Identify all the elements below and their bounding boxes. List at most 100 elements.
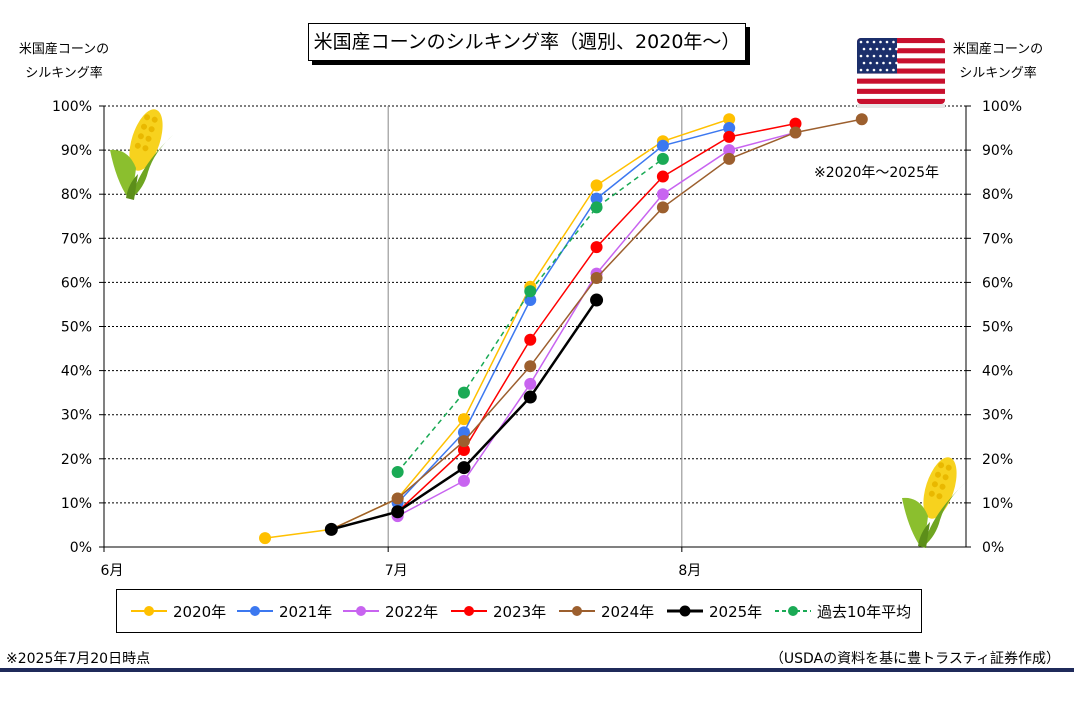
data-point-1 xyxy=(457,426,470,439)
right-axis-title: 米国産コーンの シルキング率 xyxy=(944,38,1052,86)
data-point-5 xyxy=(523,390,537,404)
y-tick-label-right: 90% xyxy=(982,143,1013,159)
data-point-0 xyxy=(457,413,470,426)
y-tick-label-left: 90% xyxy=(61,143,92,159)
legend-label-avg10: 過去10年平均 xyxy=(817,602,912,621)
chart-title: 米国産コーンのシルキング率（週別、2020年～） xyxy=(308,23,746,61)
y-tick-label-left: 30% xyxy=(61,408,92,424)
data-point-4 xyxy=(590,271,603,284)
legend-marker-2025 xyxy=(667,605,703,617)
data-point-1 xyxy=(590,192,603,205)
y-tick-label-right: 20% xyxy=(982,452,1013,468)
data-point-6 xyxy=(656,152,669,165)
legend-marker-avg10 xyxy=(775,606,811,616)
legend-marker-2022 xyxy=(343,606,379,616)
data-point-3 xyxy=(457,443,470,456)
y-tick-label-left: 100% xyxy=(52,99,92,115)
legend-marker-2024 xyxy=(559,606,595,616)
corn-icon xyxy=(110,109,174,200)
footer-date-note: ※2025年7月20日時点 xyxy=(6,651,151,667)
legend-marker-2020 xyxy=(131,606,167,616)
legend-item-2025: 2025年 xyxy=(665,590,762,632)
y-tick-label-right: 50% xyxy=(982,320,1013,336)
data-point-4 xyxy=(524,360,537,373)
footer-source-note: （USDAの資料を基に豊トラスティ証券作成） xyxy=(769,651,1060,667)
data-point-5 xyxy=(391,505,405,519)
left-axis-title-line2: シルキング率 xyxy=(25,66,103,81)
data-point-3 xyxy=(789,117,802,130)
y-tick-label-left: 20% xyxy=(61,452,92,468)
data-point-6 xyxy=(590,201,603,214)
corn-icon xyxy=(902,457,966,548)
y-tick-label-right: 80% xyxy=(982,187,1013,203)
y-tick-label-left: 50% xyxy=(61,320,92,336)
data-point-2 xyxy=(656,188,669,201)
y-tick-label-left: 80% xyxy=(61,187,92,203)
series-line-1 xyxy=(397,127,730,504)
x-tick-label: 8月 xyxy=(678,563,701,579)
data-point-4 xyxy=(855,113,868,126)
y-tick-label-left: 70% xyxy=(61,231,92,247)
data-point-5 xyxy=(324,522,338,536)
legend-marker-2021 xyxy=(237,606,273,616)
legend: 2020年 2021年 2022年 2023年 2024年 2025年 過去10… xyxy=(116,589,922,633)
data-point-0 xyxy=(590,179,603,192)
legend-item-avg10: 過去10年平均 xyxy=(773,590,911,632)
legend-marker-2023 xyxy=(451,606,487,616)
y-tick-label-right: 70% xyxy=(982,231,1013,247)
data-point-5 xyxy=(590,293,604,307)
data-point-4 xyxy=(789,126,802,139)
y-tick-label-right: 40% xyxy=(982,364,1013,380)
legend-item-2021: 2021年 xyxy=(235,590,332,632)
right-axis-title-line2: シルキング率 xyxy=(959,66,1037,81)
y-tick-label-left: 40% xyxy=(61,364,92,380)
legend-label-2023: 2023年 xyxy=(493,602,547,621)
data-point-3 xyxy=(590,241,603,254)
data-point-0 xyxy=(723,113,736,126)
y-tick-label-right: 60% xyxy=(982,275,1013,291)
data-point-1 xyxy=(723,122,736,135)
legend-label-2021: 2021年 xyxy=(279,602,333,621)
data-point-2 xyxy=(524,377,537,390)
x-tick-label: 7月 xyxy=(385,563,408,579)
y-tick-label-right: 100% xyxy=(982,99,1022,115)
data-point-6 xyxy=(457,386,470,399)
left-axis-title: 米国産コーンの シルキング率 xyxy=(16,38,112,86)
data-point-3 xyxy=(723,130,736,143)
legend-label-2020: 2020年 xyxy=(173,602,227,621)
legend-item-2024: 2024年 xyxy=(557,590,654,632)
y-tick-label-right: 10% xyxy=(982,496,1013,512)
data-point-6 xyxy=(524,285,537,298)
data-point-0 xyxy=(259,532,272,545)
legend-label-2024: 2024年 xyxy=(601,602,655,621)
data-point-2 xyxy=(457,474,470,487)
series-line-0 xyxy=(264,118,730,539)
y-tick-label-right: 0% xyxy=(982,540,1004,556)
y-tick-label-left: 60% xyxy=(61,275,92,291)
y-tick-label-right: 30% xyxy=(982,408,1013,424)
data-point-4 xyxy=(457,435,470,448)
legend-item-2022: 2022年 xyxy=(341,590,438,632)
right-axis-title-line1: 米国産コーンの xyxy=(952,42,1044,57)
data-point-6 xyxy=(391,466,404,479)
series-line-6 xyxy=(397,158,664,473)
data-point-1 xyxy=(656,139,669,152)
data-point-4 xyxy=(723,152,736,165)
data-point-2 xyxy=(723,144,736,157)
legend-item-2023: 2023年 xyxy=(449,590,546,632)
data-point-4 xyxy=(391,492,404,505)
data-point-4 xyxy=(656,201,669,214)
data-point-5 xyxy=(457,461,471,475)
legend-label-2025: 2025年 xyxy=(709,602,763,621)
range-note: ※2020年～2025年 xyxy=(814,165,939,181)
y-tick-label-left: 10% xyxy=(61,496,92,512)
data-point-3 xyxy=(524,333,537,346)
left-axis-title-line1: 米国産コーンの xyxy=(18,42,110,57)
x-tick-label: 6月 xyxy=(101,563,124,579)
y-tick-label-left: 0% xyxy=(70,540,92,556)
footer-bar xyxy=(0,668,1074,672)
us-flag-icon xyxy=(857,38,945,108)
data-point-3 xyxy=(656,170,669,183)
legend-item-2020: 2020年 xyxy=(129,590,226,632)
